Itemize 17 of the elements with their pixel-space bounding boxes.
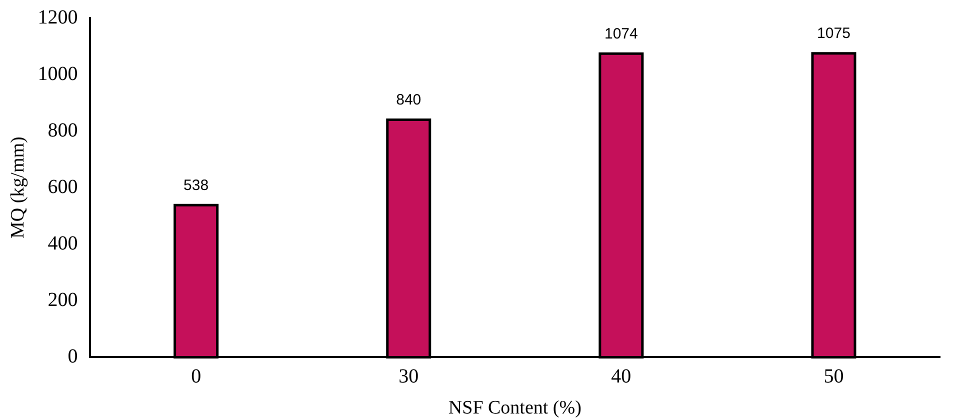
x-axis-title: NSF Content (%) [448,398,582,419]
y-tick-label: 1000 [38,62,78,85]
y-tick-label: 400 [48,232,78,254]
x-tick-label: 40 [611,365,632,388]
y-tick-label: 200 [48,288,78,311]
data-label: 538 [184,176,209,194]
y-tick-label: 800 [48,119,78,142]
x-tick-label: 0 [191,365,202,388]
data-label: 840 [396,91,422,108]
x-tick-label: 30 [398,365,419,388]
x-tick-label: 50 [824,365,844,388]
data-label: 1075 [817,24,850,42]
y-tick-label: 1200 [38,6,78,28]
data-label: 1074 [604,25,638,42]
y-tick-label: 0 [68,345,78,368]
y-axis-title: MQ (kg/mm) [7,136,28,239]
y-tick-label: 600 [48,176,78,198]
